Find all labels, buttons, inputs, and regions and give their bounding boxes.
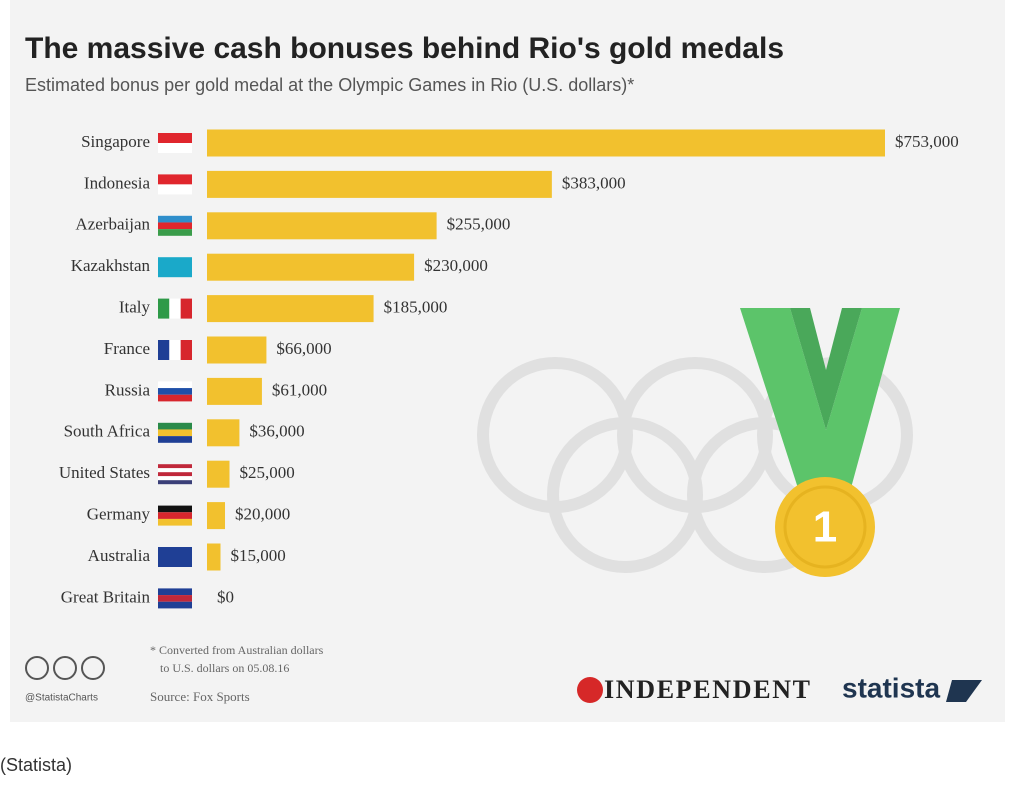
flag [158, 480, 192, 485]
value-label: $15,000 [231, 546, 286, 565]
medal-label: 1 [813, 503, 837, 552]
category-label: France [104, 339, 150, 358]
medal [775, 477, 875, 577]
flag [169, 340, 181, 360]
bar [207, 377, 262, 405]
flag [180, 298, 192, 319]
flag [158, 174, 192, 185]
flag [158, 429, 192, 437]
value-label: $0 [217, 587, 234, 606]
flag [158, 505, 192, 513]
footnote: * Converted from Australian dollars [150, 643, 324, 657]
icon [25, 656, 49, 680]
flag [158, 215, 192, 223]
category-label: Great Britain [61, 587, 151, 606]
handle: @StatistaCharts [25, 693, 98, 704]
category-label: Germany [87, 505, 151, 524]
ribbon [740, 308, 900, 510]
publisher-logo [577, 677, 603, 703]
bar [207, 170, 552, 198]
bar [207, 212, 437, 240]
value-label: $255,000 [447, 215, 511, 234]
medal-rim [783, 485, 867, 569]
flag [158, 388, 192, 395]
flag [158, 222, 192, 230]
flag [158, 340, 170, 360]
value-label: $185,000 [384, 298, 448, 317]
value-label: $36,000 [249, 422, 304, 441]
flag [158, 422, 192, 430]
value-label: $61,000 [272, 380, 327, 399]
value-label: $383,000 [562, 173, 626, 192]
flag [158, 229, 192, 236]
flag [158, 133, 192, 143]
category-label: Azerbaijan [75, 215, 150, 234]
value-label: $66,000 [276, 339, 331, 358]
flag [158, 257, 192, 278]
category-label: South Africa [64, 422, 151, 441]
flag [158, 394, 192, 402]
flag [158, 436, 192, 443]
flag [158, 468, 192, 473]
chart-title: The massive cash bonuses behind Rio's go… [25, 32, 784, 65]
bar [207, 543, 221, 571]
footnote: to U.S. dollars on 05.08.16 [160, 661, 289, 675]
source: Source: Fox Sports [150, 689, 250, 704]
value-label: $753,000 [895, 132, 959, 151]
flag [158, 547, 192, 567]
license-icons [25, 656, 105, 680]
flag [158, 512, 192, 519]
category-label: Indonesia [84, 173, 151, 192]
flag [158, 464, 192, 469]
bar [207, 295, 374, 323]
bar [207, 129, 885, 157]
category-label: Russia [105, 380, 151, 399]
value-label: $230,000 [424, 256, 488, 275]
caption: (Statista) [0, 755, 72, 775]
flag [158, 298, 170, 319]
brand-logo [946, 680, 982, 702]
flag [158, 518, 192, 526]
flag [169, 298, 181, 319]
category-label: United States [59, 463, 150, 482]
flag [158, 472, 192, 477]
bar [207, 460, 230, 488]
flag [158, 476, 192, 481]
bar [207, 253, 415, 281]
flag [158, 588, 192, 596]
brand: statista [842, 672, 940, 703]
publisher: INDEPENDENT [604, 675, 810, 704]
flag [158, 184, 192, 195]
bar [207, 502, 226, 530]
value-label: $25,000 [240, 463, 295, 482]
flag [180, 340, 192, 360]
bar [207, 419, 240, 447]
flag [158, 601, 192, 609]
bar [207, 336, 267, 364]
category-label: Kazakhstan [71, 256, 151, 275]
chart-subtitle: Estimated bonus per gold medal at the Ol… [25, 75, 634, 95]
flag [158, 381, 192, 389]
flag [158, 143, 192, 153]
value-label: $20,000 [235, 505, 290, 524]
icon [81, 656, 105, 680]
category-label: Singapore [81, 132, 150, 151]
icon [53, 656, 77, 680]
category-label: Italy [119, 298, 151, 317]
flag [158, 595, 192, 602]
category-label: Australia [88, 546, 151, 565]
ribbon-inner [790, 308, 862, 430]
